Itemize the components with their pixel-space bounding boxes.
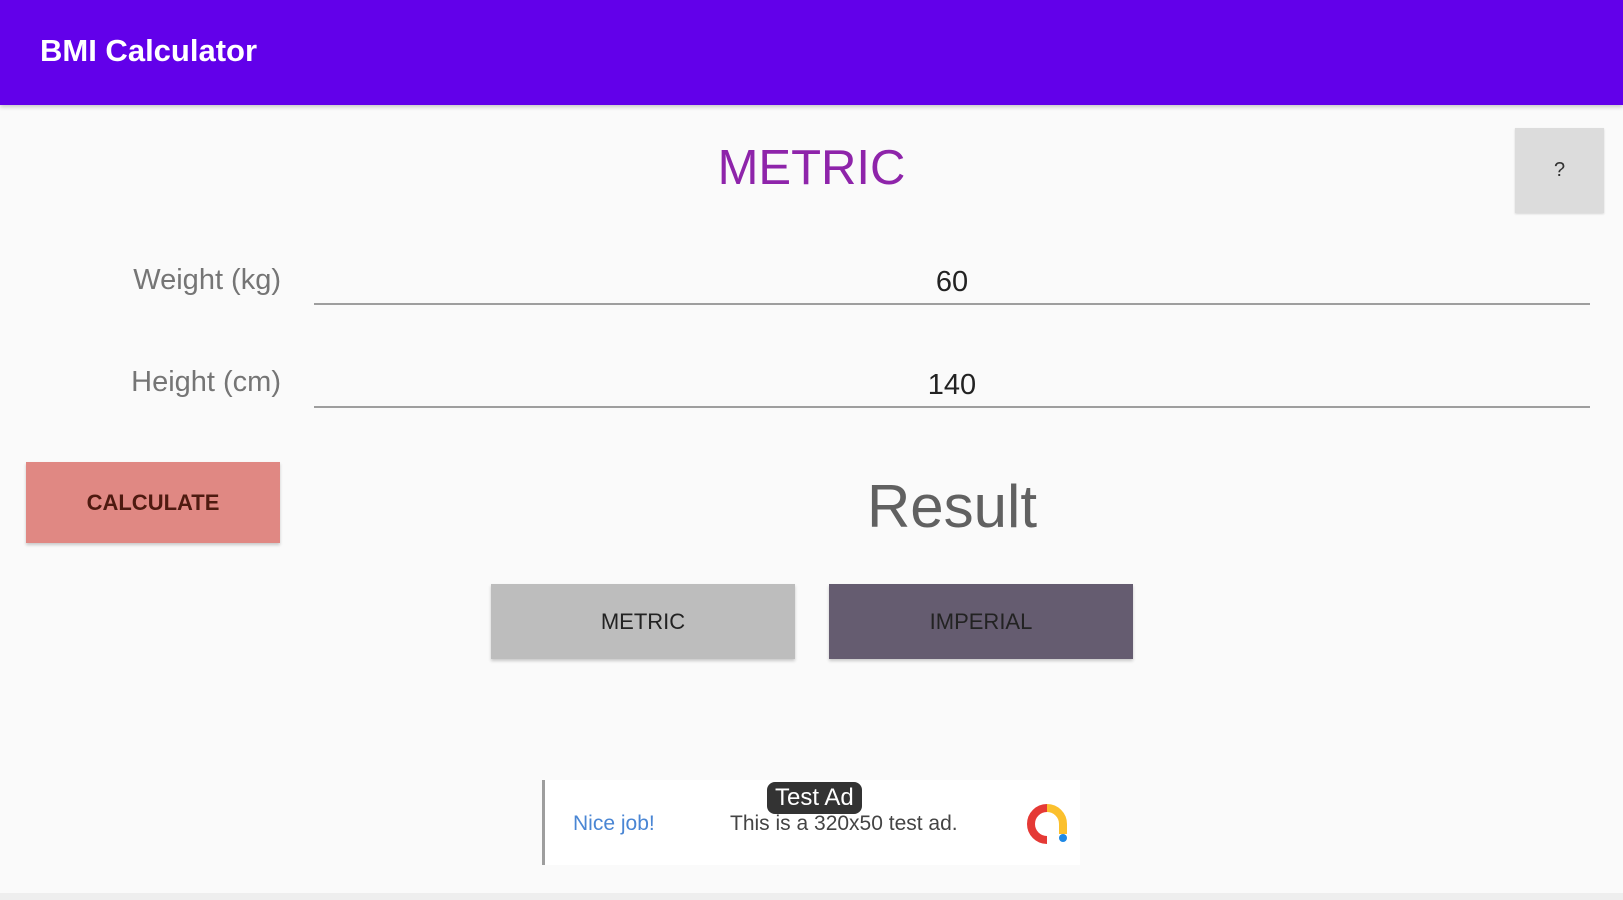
weight-label: Weight (kg)	[133, 264, 281, 296]
app-title: BMI Calculator	[40, 33, 258, 68]
metric-button[interactable]: METRIC	[491, 584, 795, 659]
weight-input[interactable]	[314, 261, 1590, 305]
mode-title: METRIC	[717, 141, 906, 195]
ad-headline[interactable]: Nice job!	[573, 812, 655, 835]
help-button[interactable]: ?	[1515, 128, 1604, 213]
admob-logo-icon	[1027, 804, 1067, 844]
height-label: Height (cm)	[131, 366, 281, 398]
app-bar: BMI Calculator	[0, 0, 1623, 105]
bottom-bar	[0, 893, 1623, 900]
height-input[interactable]	[314, 364, 1590, 408]
imperial-button[interactable]: IMPERIAL	[829, 584, 1133, 659]
result-text: Result	[866, 473, 1038, 540]
ad-body: This is a 320x50 test ad.	[730, 812, 958, 835]
calculate-button[interactable]: CALCULATE	[26, 462, 280, 543]
ad-banner[interactable]: Nice job! This is a 320x50 test ad. Test…	[542, 780, 1080, 865]
test-ad-badge: Test Ad	[767, 782, 862, 814]
